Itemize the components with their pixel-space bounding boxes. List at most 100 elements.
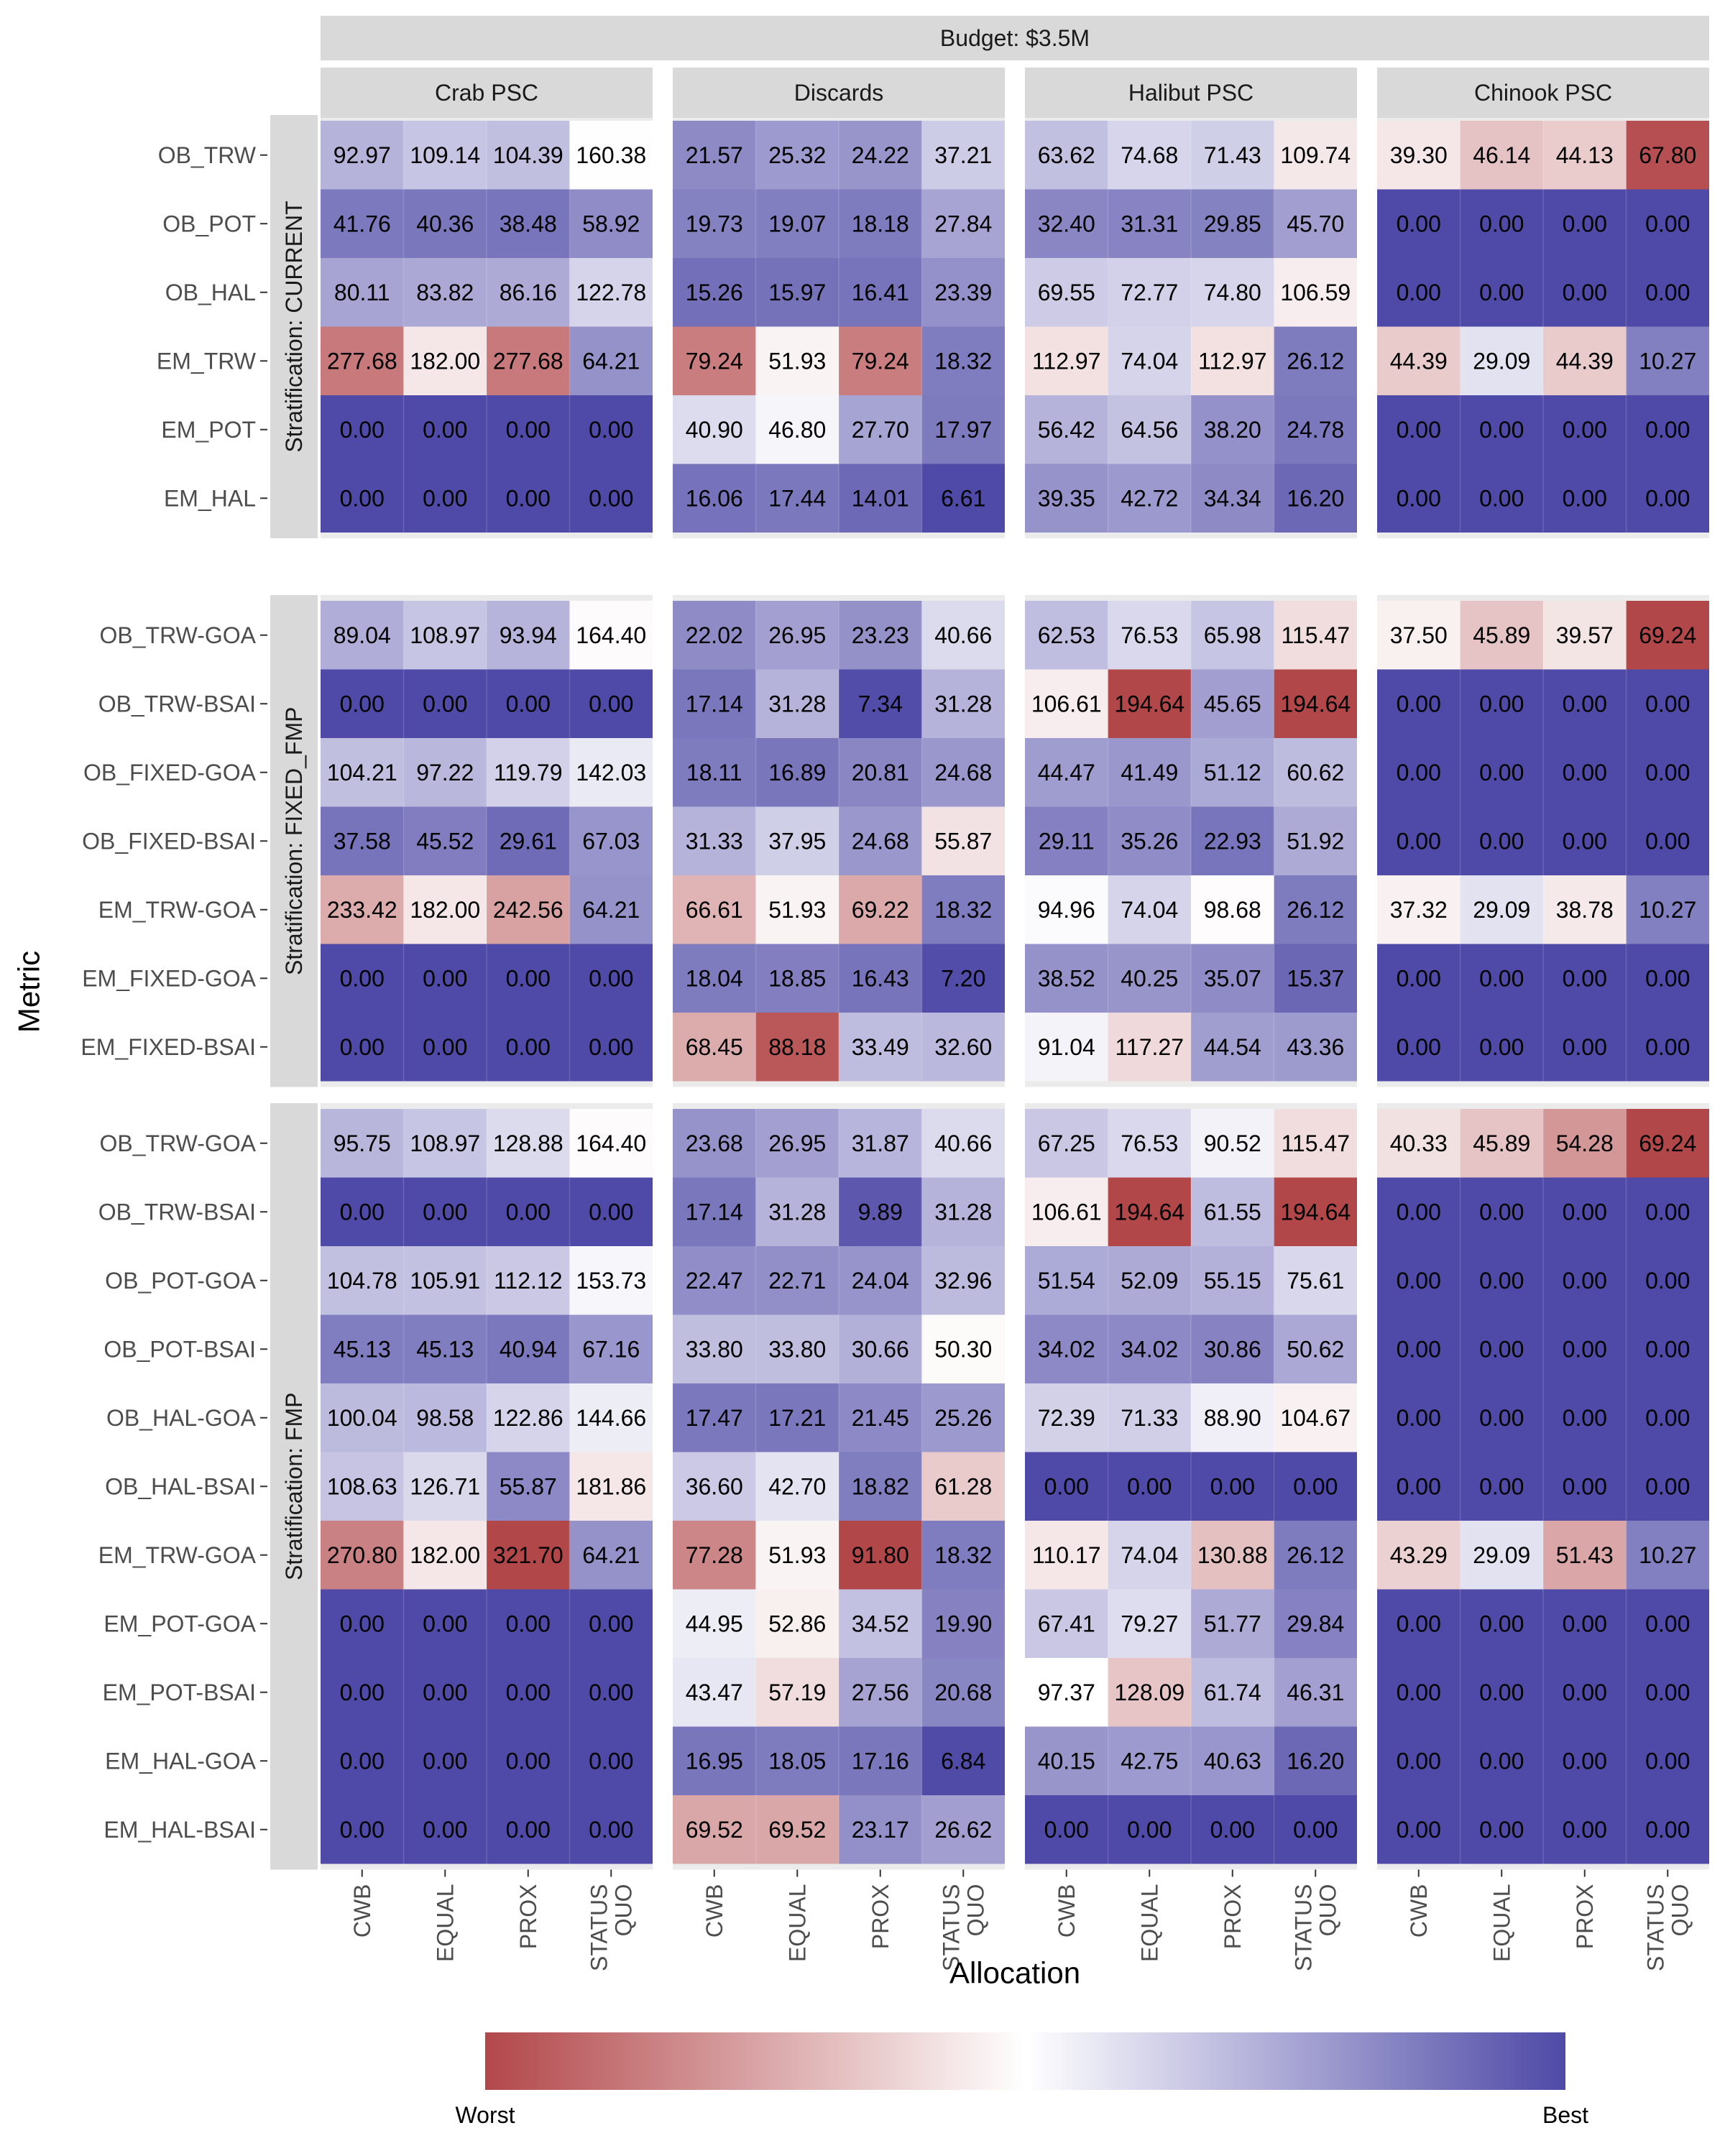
heatmap-cell xyxy=(1460,1246,1543,1315)
heatmap-cell xyxy=(1274,875,1357,944)
cell-value-label: 277.68 xyxy=(327,348,397,374)
heatmap-cell xyxy=(1191,121,1274,190)
heatmap-cell xyxy=(321,1589,404,1658)
heatmap-cell xyxy=(1543,1795,1627,1864)
tick-label-line: PROX xyxy=(515,1884,541,1950)
heatmap-cell xyxy=(755,1109,839,1178)
heatmap-cell xyxy=(321,189,404,258)
cell-value-label: 0.00 xyxy=(506,1748,551,1774)
heatmap-cell xyxy=(1025,806,1108,875)
cell-value-label: 39.30 xyxy=(1390,142,1448,168)
heatmap-cell xyxy=(487,1589,570,1658)
metric-label: EM_TRW-GOA xyxy=(98,1542,257,1568)
cell-value-label: 40.33 xyxy=(1390,1130,1448,1156)
cell-value-label: 106.59 xyxy=(1280,280,1351,305)
heatmap-cell xyxy=(921,258,1005,327)
heatmap-cell xyxy=(569,258,653,327)
cell-value-label: 41.49 xyxy=(1121,760,1178,786)
cell-value-label: 67.80 xyxy=(1639,142,1696,168)
tick-label-line: CWB xyxy=(1054,1884,1080,1938)
stratification-strip xyxy=(270,1103,318,1870)
heatmap-cell xyxy=(487,1383,570,1452)
allocation-tick-label: PROX xyxy=(1572,1884,1598,1950)
cell-value-label: 42.75 xyxy=(1121,1748,1178,1774)
cell-value-label: 40.25 xyxy=(1121,965,1178,991)
cell-value-label: 69.24 xyxy=(1639,1130,1696,1156)
cell-value-label: 0.00 xyxy=(1563,1336,1607,1362)
cell-value-label: 56.42 xyxy=(1038,417,1095,443)
cell-value-label: 29.85 xyxy=(1204,211,1261,236)
heatmap-cell xyxy=(1191,1658,1274,1727)
cell-value-label: 24.78 xyxy=(1287,417,1344,443)
heatmap-cell xyxy=(1191,944,1274,1013)
heatmap-cell xyxy=(487,1726,570,1795)
cell-value-label: 97.22 xyxy=(416,760,474,786)
cell-value-label: 0.00 xyxy=(1645,485,1690,511)
heatmap-cell xyxy=(403,326,487,395)
cell-value-label: 0.00 xyxy=(423,1817,467,1843)
heatmap-cell xyxy=(403,1521,487,1590)
cell-value-label: 0.00 xyxy=(1645,965,1690,991)
heatmap-cell xyxy=(1025,258,1108,327)
cell-value-label: 0.00 xyxy=(1479,1748,1524,1774)
cell-value-label: 39.57 xyxy=(1556,622,1614,648)
heatmap-cell xyxy=(321,875,404,944)
heatmap-cell xyxy=(673,1246,756,1315)
heatmap-cell xyxy=(1460,395,1543,464)
heatmap-cell xyxy=(1460,1314,1543,1383)
heatmap-cell xyxy=(1377,1013,1460,1082)
heatmap-cell xyxy=(569,875,653,944)
cell-value-label: 18.82 xyxy=(852,1473,909,1499)
cell-value-label: 0.00 xyxy=(1127,1817,1172,1843)
heatmap-cell xyxy=(1274,326,1357,395)
cell-value-label: 0.00 xyxy=(1397,1268,1441,1294)
cell-value-label: 0.00 xyxy=(1645,1199,1690,1225)
cell-value-label: 119.79 xyxy=(494,760,563,786)
cell-value-label: 15.26 xyxy=(686,280,743,305)
cell-value-label: 0.00 xyxy=(423,1611,467,1636)
cell-value-label: 31.28 xyxy=(934,1199,992,1225)
metric-label: EM_HAL-GOA xyxy=(105,1748,256,1774)
cell-value-label: 10.27 xyxy=(1639,1542,1696,1568)
cell-value-label: 77.28 xyxy=(686,1542,743,1568)
heatmap-cell xyxy=(321,738,404,807)
heatmap-cell xyxy=(487,738,570,807)
tick-label-line: CWB xyxy=(1406,1884,1432,1938)
heatmap-cell xyxy=(1025,189,1108,258)
heatmap-cell xyxy=(1626,601,1709,670)
cell-value-label: 71.43 xyxy=(1204,142,1261,168)
tick-label-line: STATUS xyxy=(586,1884,612,1971)
heatmap-cell xyxy=(673,669,756,738)
heatmap-cell xyxy=(403,1109,487,1178)
cell-value-label: 74.68 xyxy=(1121,142,1178,168)
heatmap-cell xyxy=(1626,669,1709,738)
cell-value-label: 0.00 xyxy=(423,1199,467,1225)
cell-value-label: 0.00 xyxy=(423,1680,467,1705)
cell-value-label: 43.29 xyxy=(1390,1542,1448,1568)
heatmap-cell xyxy=(1108,806,1191,875)
cell-value-label: 0.00 xyxy=(1563,691,1607,717)
heatmap-cell xyxy=(403,395,487,464)
heatmap-cell xyxy=(569,944,653,1013)
facet-strip xyxy=(673,68,1005,118)
cell-value-label: 0.00 xyxy=(340,965,385,991)
heatmap-cell xyxy=(1108,601,1191,670)
cell-value-label: 41.76 xyxy=(334,211,391,236)
cell-value-label: 37.32 xyxy=(1390,897,1448,923)
cell-value-label: 0.00 xyxy=(1563,1748,1607,1774)
cell-value-label: 0.00 xyxy=(423,691,467,717)
cell-value-label: 0.00 xyxy=(589,1199,633,1225)
cell-value-label: 26.62 xyxy=(934,1817,992,1843)
heatmap-cell xyxy=(569,806,653,875)
cell-value-label: 0.00 xyxy=(1397,1034,1441,1060)
heatmap-cell xyxy=(1460,601,1543,670)
cell-value-label: 22.47 xyxy=(686,1268,743,1294)
heatmap-cell xyxy=(921,944,1005,1013)
heatmap-cell xyxy=(673,1109,756,1178)
cell-value-label: 17.14 xyxy=(686,1199,743,1225)
heatmap-cell xyxy=(1460,1726,1543,1795)
heatmap-cell xyxy=(1108,1795,1191,1864)
heatmap-cell xyxy=(673,1013,756,1082)
cell-value-label: 61.74 xyxy=(1204,1680,1261,1705)
cell-value-label: 40.66 xyxy=(934,1130,992,1156)
